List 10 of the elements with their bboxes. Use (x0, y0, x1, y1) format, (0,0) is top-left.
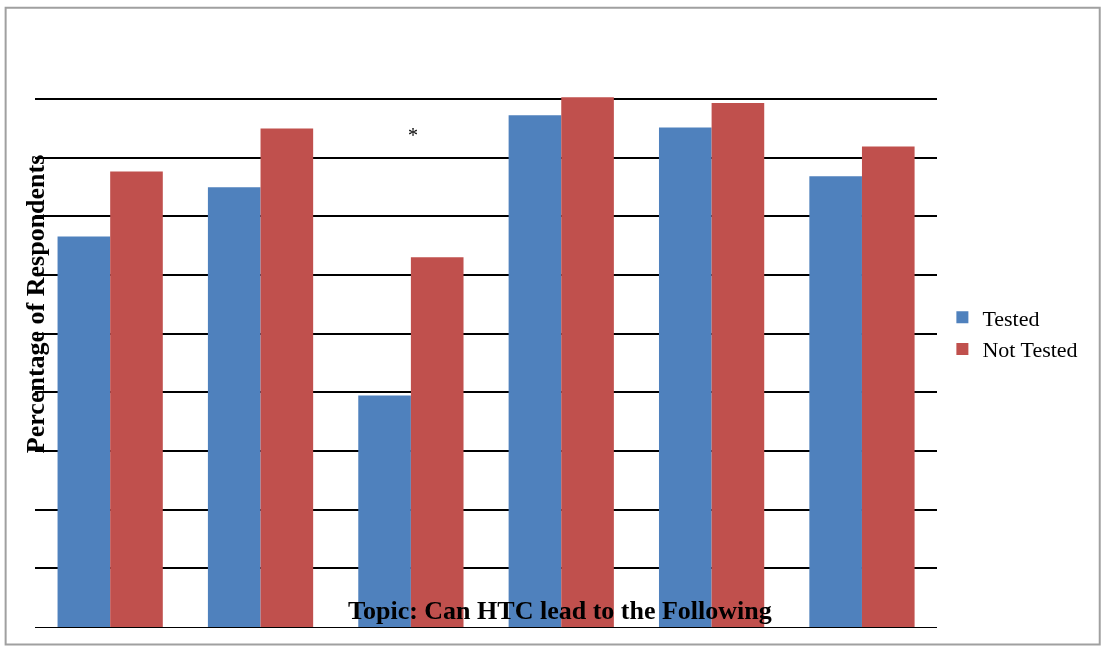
bar (57, 236, 111, 627)
annotation: * (408, 124, 418, 146)
legend-label: Not Tested (982, 337, 1078, 363)
bar (207, 187, 261, 627)
y-axis-title: Percentage of Respondents (20, 154, 50, 454)
bar (260, 128, 314, 627)
bar (861, 146, 915, 627)
bar (110, 171, 163, 627)
bar (809, 176, 862, 627)
legend-label: Tested (982, 305, 1040, 331)
